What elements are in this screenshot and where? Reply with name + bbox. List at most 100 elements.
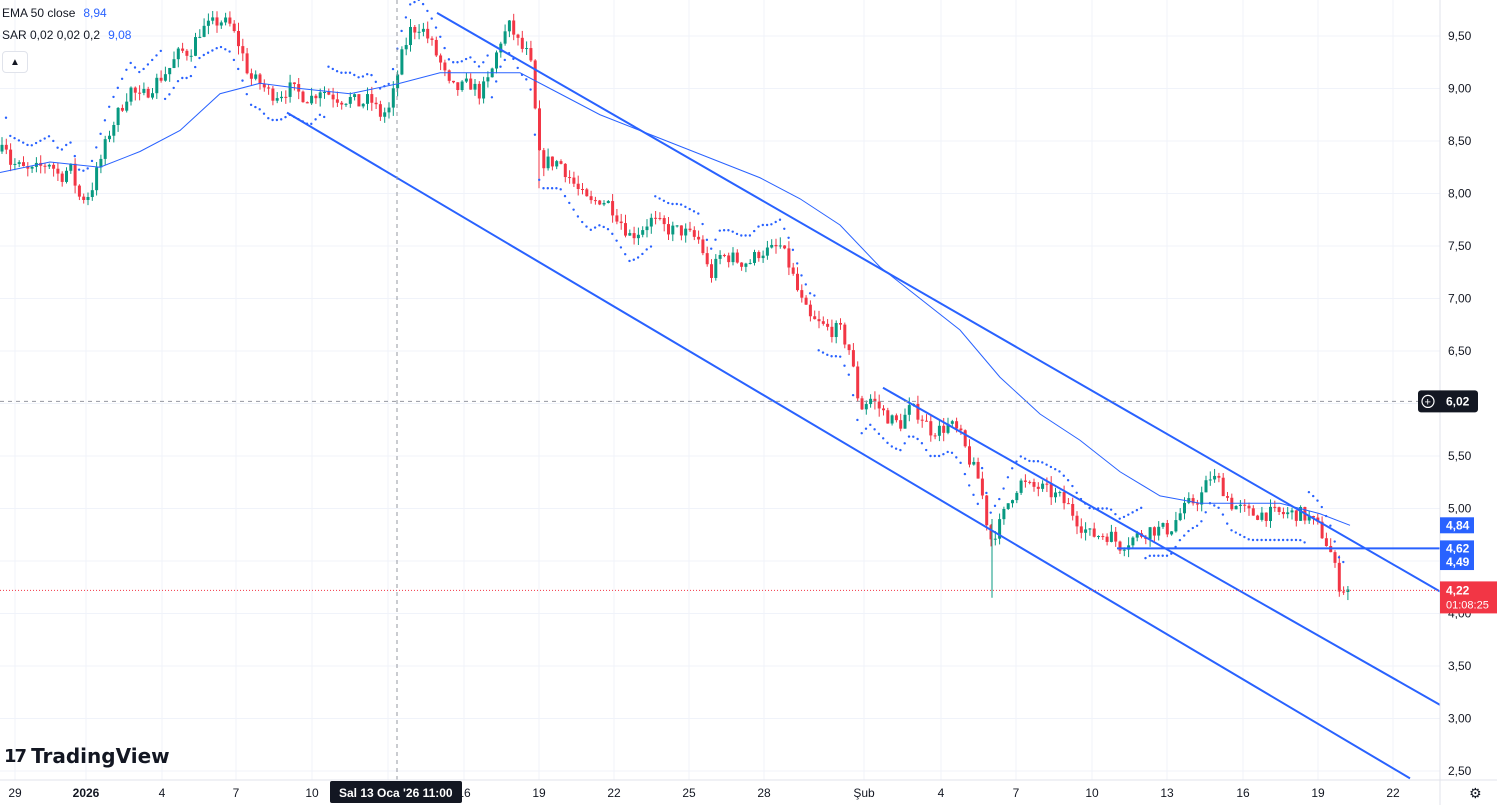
candle-up xyxy=(254,74,258,79)
candle-down xyxy=(959,428,963,431)
x-tick-label: 2026 xyxy=(73,786,100,800)
candle-up xyxy=(310,95,314,104)
candle-up xyxy=(1290,510,1294,513)
candle-up xyxy=(499,43,503,53)
sar-dot xyxy=(1161,554,1164,557)
sar-dot xyxy=(262,112,266,115)
candle-up xyxy=(1208,479,1212,481)
legend-ema-label: EMA 50 close xyxy=(2,6,76,20)
sar-dot xyxy=(163,97,167,101)
sar-dot xyxy=(1058,470,1061,473)
candle-up xyxy=(344,103,348,105)
candle-down xyxy=(434,39,438,56)
candle-down xyxy=(619,221,623,224)
sar-dot xyxy=(813,294,816,297)
candle-up xyxy=(176,48,180,60)
plus-circle-icon[interactable] xyxy=(1421,394,1435,408)
sar-dot xyxy=(275,118,279,122)
candle-up xyxy=(946,423,950,433)
tradingview-mark-icon: 17 xyxy=(4,745,27,767)
sar-dot xyxy=(705,238,709,242)
sar-dot xyxy=(925,448,928,452)
sar-dot xyxy=(946,450,949,454)
sar-dot xyxy=(718,229,721,232)
sar-dot xyxy=(495,80,498,83)
legend-ema-value: 8,94 xyxy=(83,6,107,20)
sar-dot xyxy=(335,70,339,73)
sar-dot xyxy=(1114,512,1117,516)
candle-down xyxy=(52,164,56,169)
candle-down xyxy=(228,17,232,24)
candle-up xyxy=(503,31,507,44)
sar-dot xyxy=(47,135,51,138)
candle-up xyxy=(396,74,400,89)
candle-down xyxy=(1226,496,1229,498)
ema-line[interactable] xyxy=(0,72,1351,526)
candle-up xyxy=(1084,529,1088,533)
candle-up xyxy=(495,52,498,69)
sar-dot xyxy=(1333,540,1336,543)
candle-up xyxy=(903,414,907,429)
candle-up xyxy=(353,94,357,98)
candle-up xyxy=(748,262,752,264)
candle-up xyxy=(718,255,722,259)
trend-line-lower[interactable] xyxy=(286,111,1411,780)
sar-dot xyxy=(615,239,618,242)
candle-up xyxy=(486,77,490,82)
candle-up xyxy=(1109,531,1113,542)
sar-dot xyxy=(417,0,420,2)
candle-down xyxy=(1049,484,1053,498)
y-tick-label: 9,50 xyxy=(1448,29,1472,43)
sar-dot xyxy=(568,201,571,205)
collapse-legend-button[interactable]: ▲ xyxy=(2,51,28,73)
sar-dot xyxy=(701,222,704,226)
sar-dot xyxy=(460,60,463,63)
indicator-legend: EMA 50 close 8,94 SAR 0,02 0,02 0,2 9,08 xyxy=(0,2,131,46)
sar-dot xyxy=(30,144,33,147)
gear-icon[interactable]: ⚙ xyxy=(1469,785,1482,801)
sar-dot xyxy=(391,67,395,71)
sar-dot xyxy=(697,212,700,215)
candle-down xyxy=(933,435,937,437)
candle-up xyxy=(0,144,4,152)
legend-ema[interactable]: EMA 50 close 8,94 xyxy=(0,2,131,24)
sar-dot xyxy=(998,497,1001,501)
candle-down xyxy=(520,37,524,49)
sar-dot xyxy=(546,187,549,190)
candle-down xyxy=(159,77,163,81)
candle-down xyxy=(847,344,851,351)
sar-dot xyxy=(662,199,666,202)
sar-dot xyxy=(559,188,562,191)
price-label: 4,84 xyxy=(1446,518,1470,532)
sar-dot xyxy=(409,3,412,6)
trend-line-upper[interactable] xyxy=(436,12,1441,593)
candle-down xyxy=(452,80,455,83)
candle-up xyxy=(361,103,365,107)
legend-sar[interactable]: SAR 0,02 0,02 0,2 9,08 xyxy=(0,24,131,46)
sar-dot xyxy=(920,442,924,445)
candle-down xyxy=(245,53,249,74)
sar-dot xyxy=(1290,538,1293,542)
sar-dot xyxy=(1226,522,1229,525)
sar-dot xyxy=(860,432,863,435)
candle-down xyxy=(593,200,597,202)
sar-dot xyxy=(688,207,691,211)
candle-up xyxy=(421,28,425,32)
sar-dot xyxy=(103,119,107,122)
sar-dot xyxy=(34,141,38,145)
candle-down xyxy=(1079,526,1083,533)
sar-dot xyxy=(950,451,954,455)
sar-dot xyxy=(804,283,807,286)
sar-dot xyxy=(628,259,631,263)
y-tick-label: 7,50 xyxy=(1448,239,1472,253)
sar-dot xyxy=(589,228,592,232)
trend-line-inner[interactable] xyxy=(882,386,1441,706)
candle-down xyxy=(512,20,516,35)
tradingview-logo: 17 TradingView xyxy=(4,744,170,768)
candle-down xyxy=(538,108,541,151)
candle-up xyxy=(163,74,167,81)
sar-dot xyxy=(533,133,537,136)
sar-dot xyxy=(477,65,481,68)
